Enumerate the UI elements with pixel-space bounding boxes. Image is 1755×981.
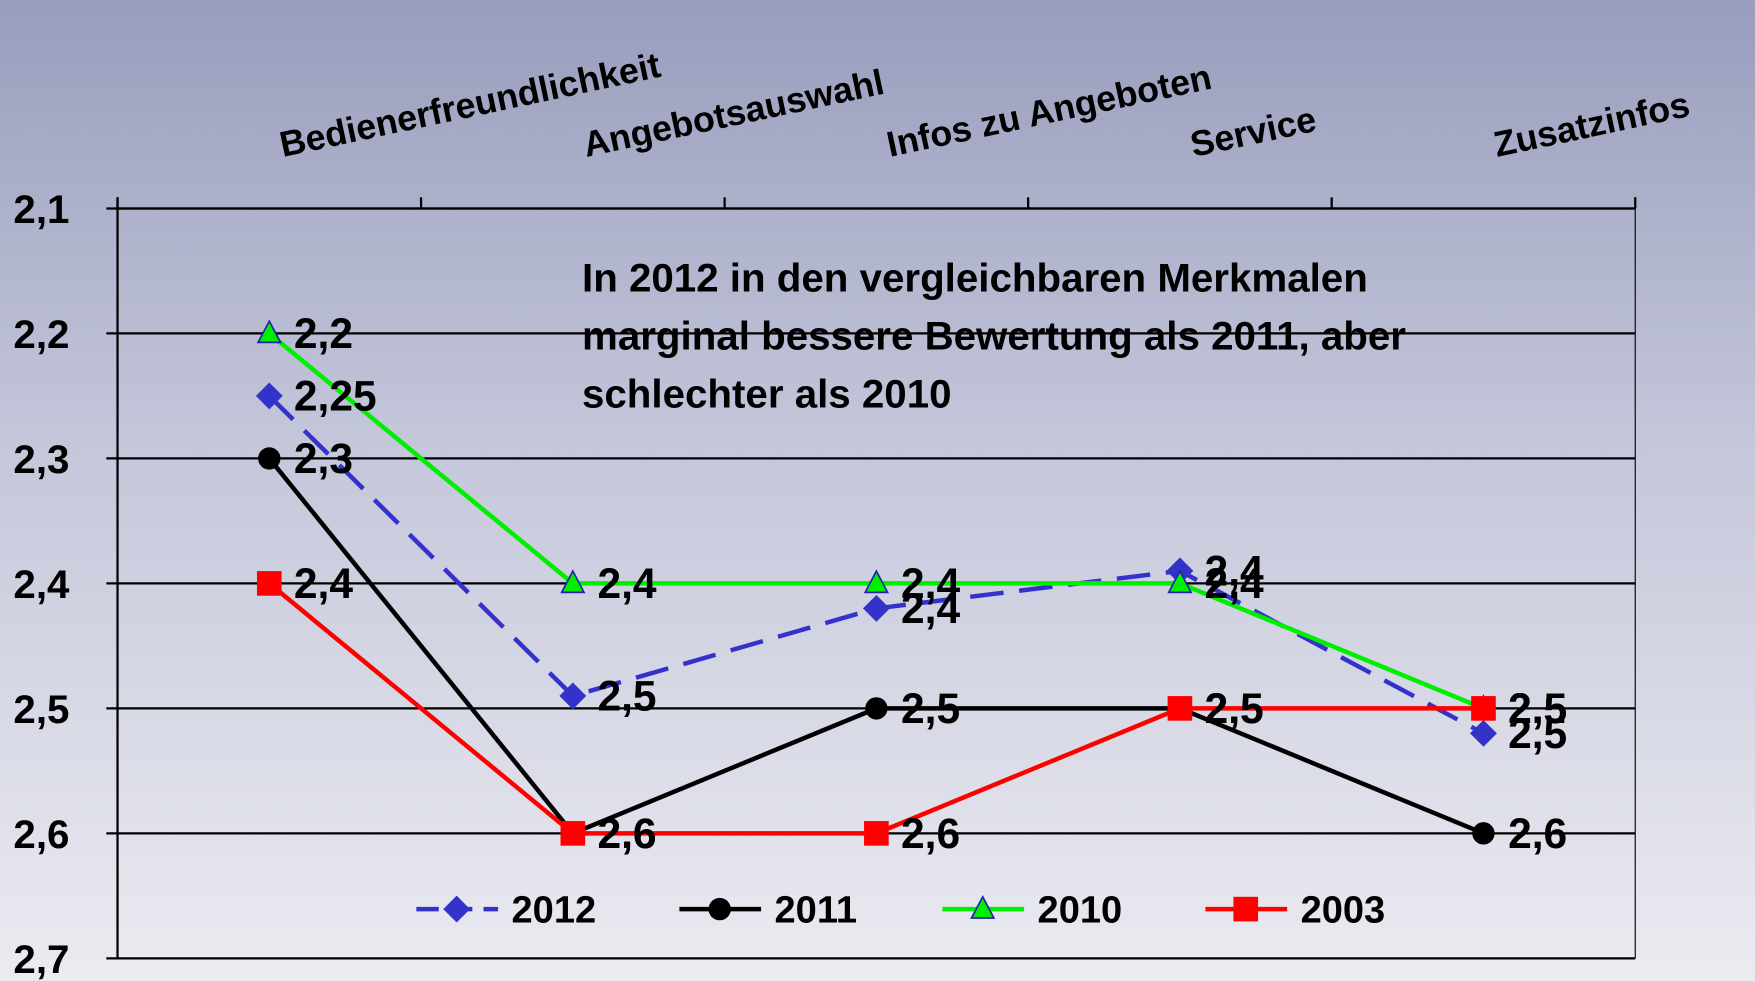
series-line [267,457,1485,837]
data-label: 2,4 [1205,547,1264,595]
data-label: 2,6 [1508,810,1567,858]
data-label: 2,4 [901,585,960,633]
x-tick-label: Infos zu Angeboten [883,57,1215,165]
data-point [256,571,282,596]
data-point [1470,719,1497,747]
data-point [1472,822,1495,845]
legend-marker [443,895,471,923]
y-tick-label: 2,1 [13,187,69,232]
data-label: 2,5 [1205,685,1264,733]
y-tick-label: 2,2 [13,312,69,357]
data-point [560,569,586,594]
data-label: 2,5 [1508,685,1567,733]
data-label: 2,2 [294,310,353,358]
legend-label: 2012 [512,890,597,932]
data-label: 2,4 [597,560,656,608]
annotation: schlechter als 2010 [582,372,952,417]
data-label: 2,5 [901,685,960,733]
data-point [1167,569,1193,594]
data-point [1471,696,1496,721]
data-point [256,319,282,344]
data-label: 2,5 [597,672,656,720]
data-point [865,697,888,720]
data-label: 2,4 [1205,560,1264,608]
data-point [862,594,890,622]
y-tick-label: 2,3 [13,437,69,482]
data-point [1167,696,1193,721]
y-tick-label: 2,4 [13,562,70,607]
x-tick-label: Service [1187,99,1320,165]
data-point [560,821,586,846]
data-label: 2,4 [901,560,960,608]
data-label: 2,6 [901,810,960,858]
data-point [258,447,281,470]
data-point [863,569,889,594]
annotation: marginal bessere Bewertung als 2011, abe… [582,313,1406,358]
y-tick-label: 2,6 [13,812,69,857]
legend-marker [1233,896,1259,922]
data-point [559,682,587,710]
data-label: 2,5 [1508,710,1567,758]
y-tick-label: 2,7 [13,937,69,981]
data-label: 2,4 [294,560,353,608]
data-label: 2,6 [597,810,656,858]
data-label: 2,3 [294,435,353,483]
annotation: In 2012 in den vergleichbaren Merkmalen [582,255,1368,300]
legend-label: 2003 [1301,890,1386,932]
data-point [864,821,889,846]
data-label: 2,6 [597,810,656,858]
legend-marker [970,894,996,919]
data-label: 2,5 [1205,685,1264,733]
legend-label: 2011 [775,890,858,932]
x-tick-label: Zusatzinfos [1490,84,1693,164]
legend-label: 2010 [1038,890,1123,932]
data-label: 2,5 [1508,685,1567,733]
y-tick-label: 2,5 [13,687,69,732]
data-label: 2,25 [294,372,377,420]
legend-marker [708,897,731,921]
